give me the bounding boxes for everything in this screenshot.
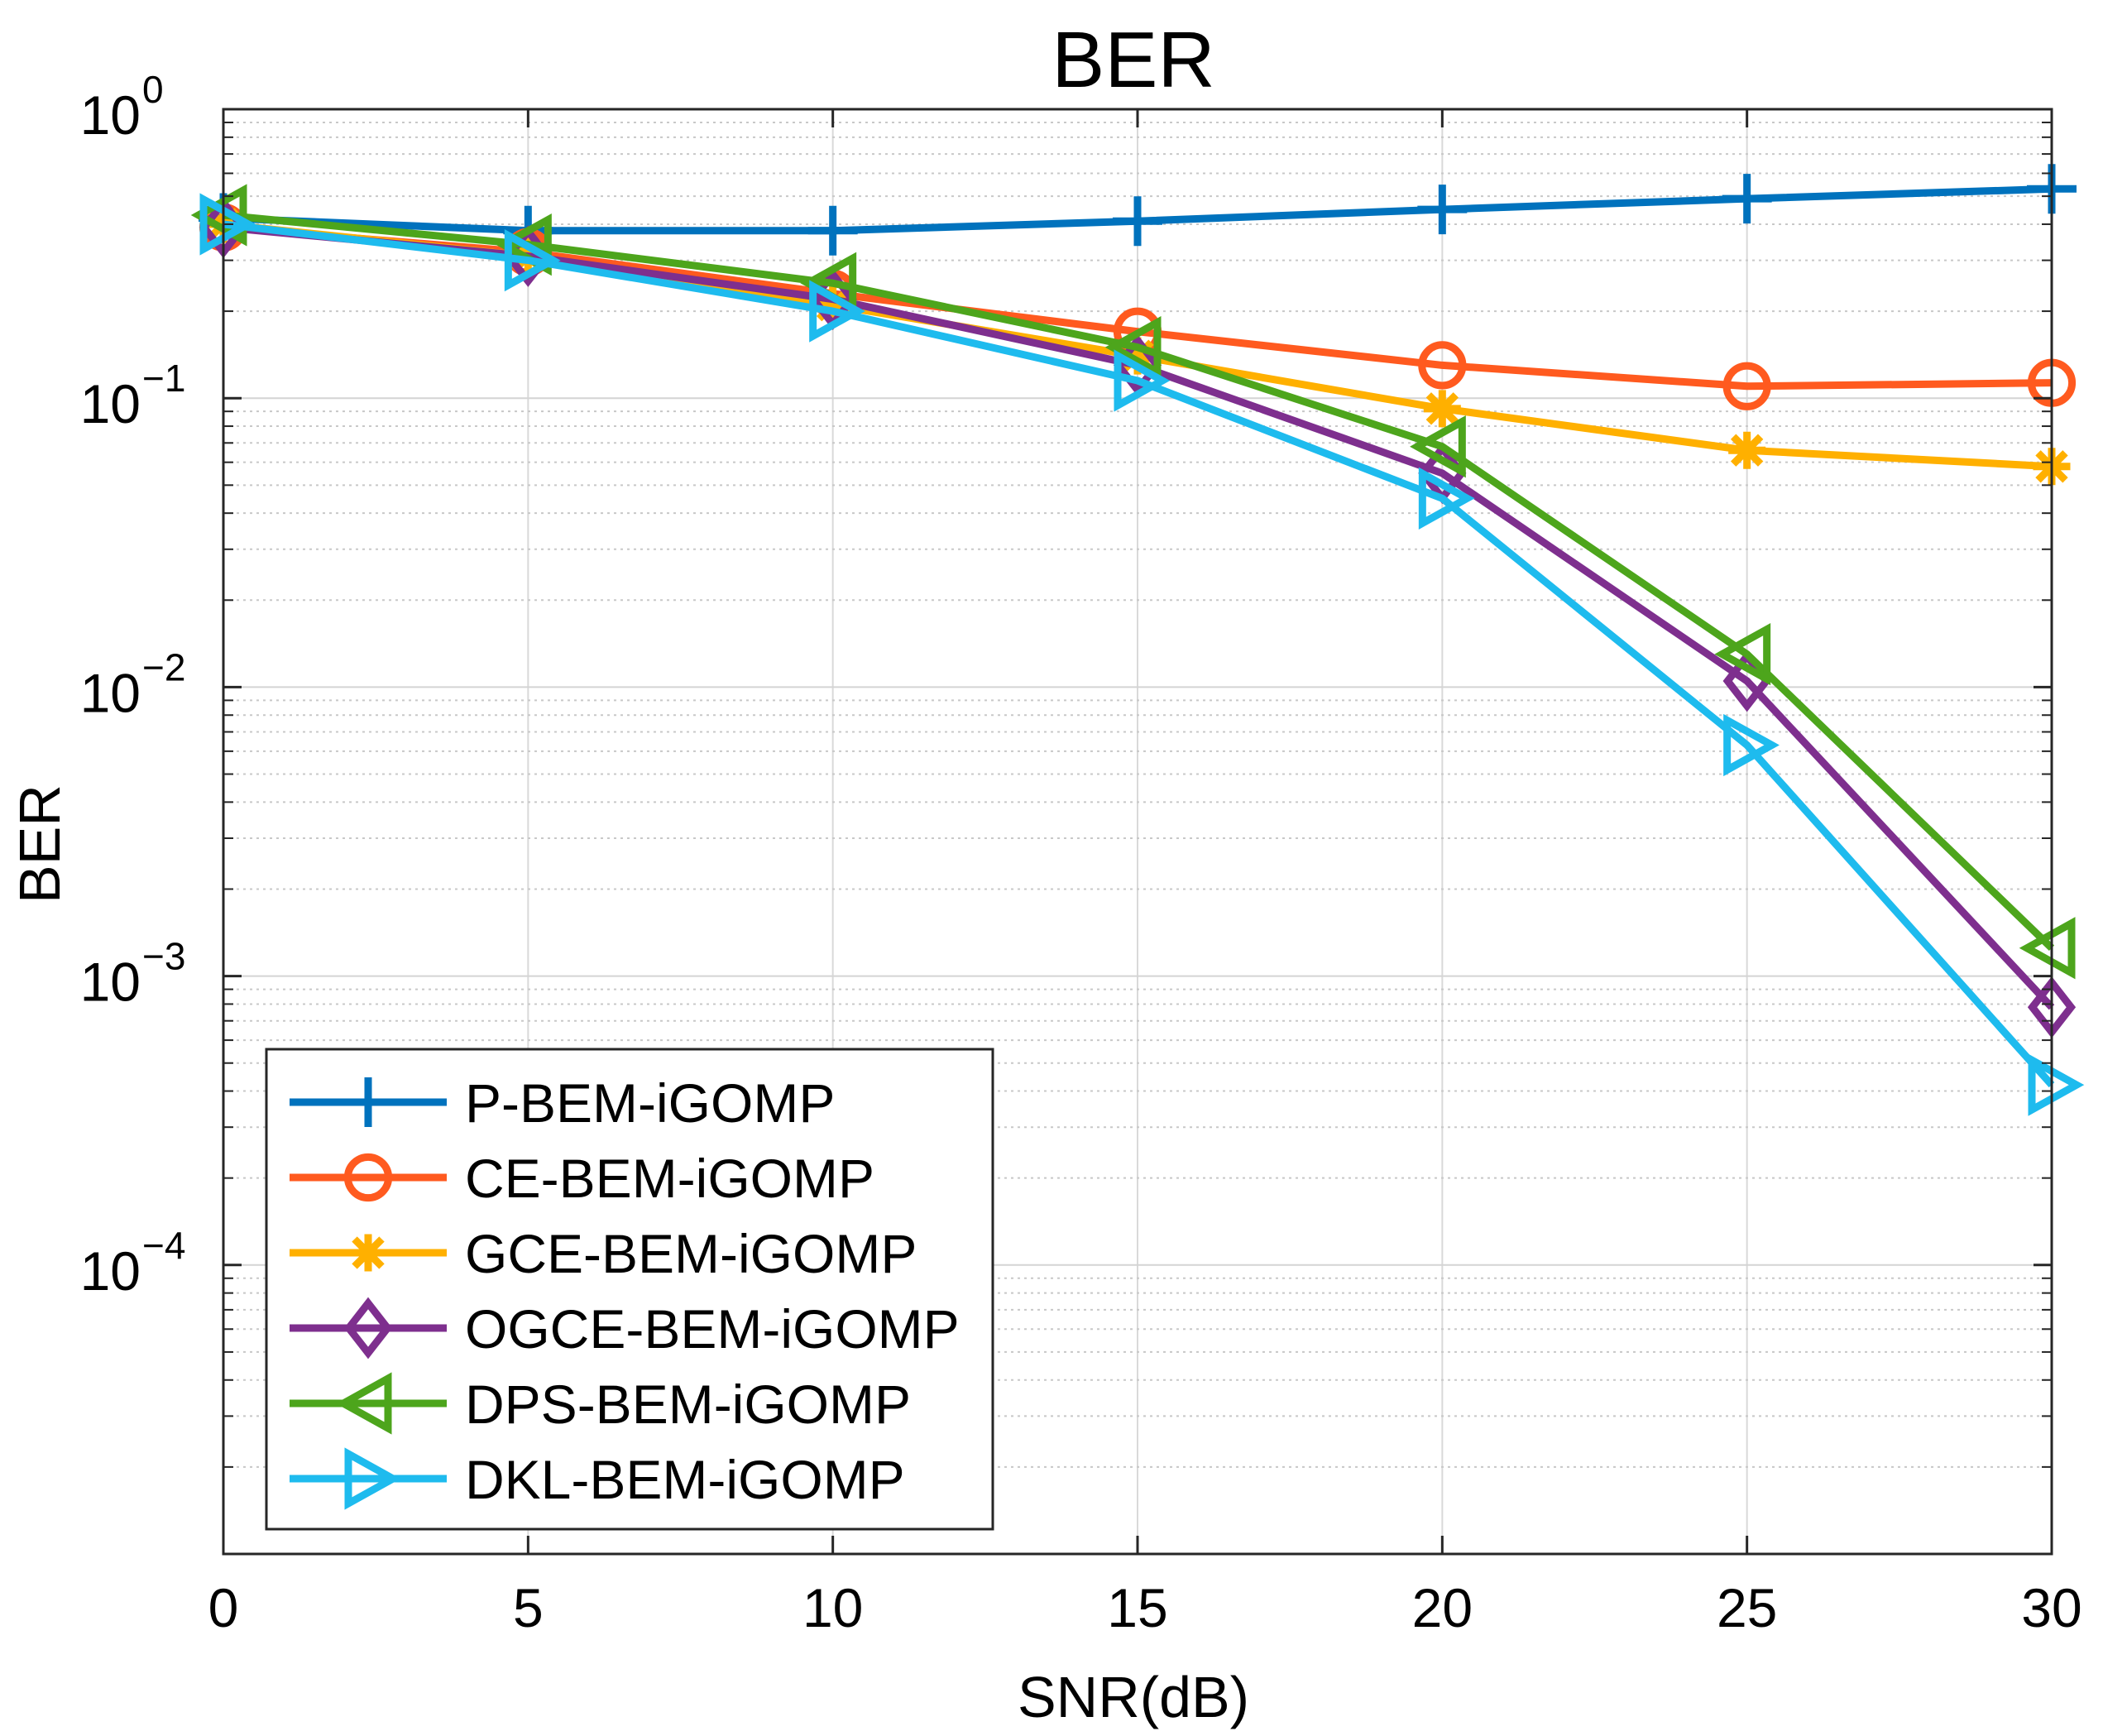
legend-entry: DPS-BEM-iGOMP <box>290 1372 911 1435</box>
series-line <box>223 220 2055 1088</box>
y-tick-label: 10 <box>80 952 141 1013</box>
y-tick-exponent: −2 <box>142 645 185 688</box>
data-point-marker <box>1722 362 1771 410</box>
x-tick-labels: 0 5 10 15 20 25 30 <box>208 1577 2082 1638</box>
data-point-marker <box>1417 185 1468 235</box>
legend-label: CE-BEM-iGOMP <box>465 1148 874 1209</box>
data-point-marker <box>2028 1053 2085 1116</box>
x-tick-label: 10 <box>802 1577 863 1638</box>
data-point-marker <box>1418 467 1475 530</box>
legend-label: DKL-BEM-iGOMP <box>465 1449 905 1510</box>
y-tick-exponent: −4 <box>142 1224 185 1267</box>
data-point-marker <box>1410 415 1466 478</box>
y-tick-label: 10 <box>80 373 141 434</box>
legend: P-BEM-iGOMP CE-BEM-iGOMP GCE-BEM-iGOMP OGCE… <box>265 1048 994 1531</box>
x-tick-label: 20 <box>1412 1577 1473 1638</box>
data-point-marker <box>199 193 256 256</box>
legend-entry: GCE-BEM-iGOMP <box>290 1223 917 1284</box>
legend-entry: OGCE-BEM-iGOMP <box>290 1297 960 1360</box>
data-point-marker <box>1113 196 1162 247</box>
legend-entry: P-BEM-iGOMP <box>290 1072 835 1134</box>
y-tick-label: 10 <box>80 84 141 146</box>
data-point-marker <box>2019 917 2076 980</box>
data-point-marker <box>1104 316 1162 379</box>
x-axis-label: SNR(dB) <box>1018 1665 1249 1729</box>
x-tick-label: 0 <box>208 1577 239 1638</box>
y-tick-exponent: −3 <box>142 935 185 978</box>
x-tick-label: 15 <box>1107 1577 1167 1638</box>
y-axis-label: BER <box>7 784 72 904</box>
data-point-marker <box>335 1372 392 1435</box>
y-tick-exponent: 0 <box>142 68 164 111</box>
x-tick-label: 30 <box>2021 1577 2081 1638</box>
y-tick-exponent: −1 <box>142 357 185 400</box>
data-point-marker <box>343 1297 393 1360</box>
data-point-marker <box>807 205 858 256</box>
data-point-marker <box>1728 431 1766 469</box>
series-layer <box>190 164 2085 1116</box>
legend-label: P-BEM-iGOMP <box>465 1072 835 1134</box>
legend-entry: CE-BEM-iGOMP <box>290 1148 874 1209</box>
data-point-marker <box>344 1447 401 1510</box>
axes-frame <box>222 108 2053 1556</box>
data-point-marker <box>1418 341 1467 390</box>
data-point-marker <box>809 280 865 343</box>
chart-title: BER <box>1052 16 1214 104</box>
y-tick-label: 10 <box>80 662 141 723</box>
data-point-marker <box>1423 390 1461 428</box>
y-tick-label: 10 <box>80 1240 141 1302</box>
data-point-marker <box>1722 174 1772 224</box>
x-tick-label: 25 <box>1717 1577 1777 1638</box>
legend-entry: DKL-BEM-iGOMP <box>290 1447 905 1510</box>
legend-label: GCE-BEM-iGOMP <box>465 1223 917 1284</box>
data-point-marker <box>349 1234 387 1272</box>
data-point-marker <box>1723 713 1780 777</box>
legend-label: OGCE-BEM-iGOMP <box>465 1298 960 1360</box>
data-point-marker <box>343 1077 393 1127</box>
x-tick-label: 5 <box>513 1577 544 1638</box>
data-point-marker <box>814 286 852 324</box>
data-point-marker <box>504 228 561 292</box>
data-point-marker <box>1114 349 1171 412</box>
data-point-marker <box>1714 622 1771 686</box>
data-point-marker <box>343 1153 393 1202</box>
legend-label: DPS-BEM-iGOMP <box>465 1374 911 1435</box>
data-point-marker <box>190 184 247 247</box>
legend-box <box>265 1048 994 1531</box>
series-dkl-bem-igomp <box>199 193 2085 1116</box>
data-point-marker <box>1119 337 1157 375</box>
